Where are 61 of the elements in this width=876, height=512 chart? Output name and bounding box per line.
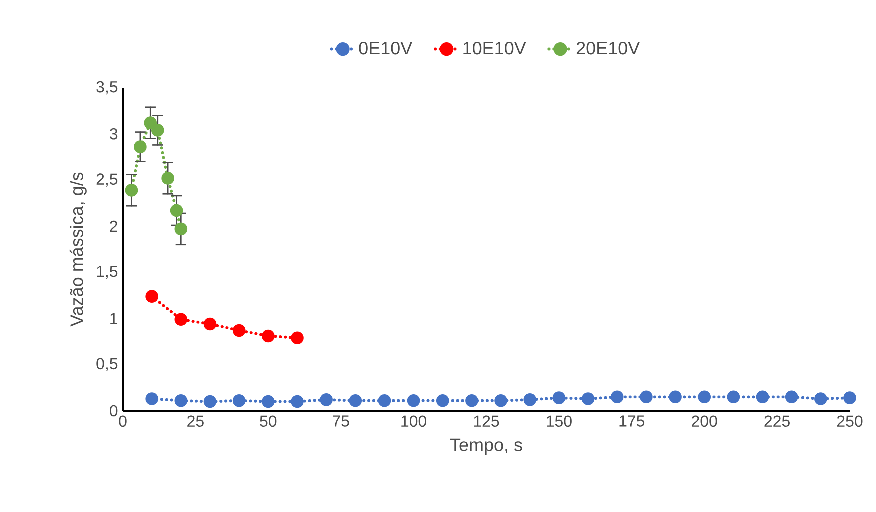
y-tick-label: 0 bbox=[110, 405, 118, 417]
point bbox=[162, 172, 174, 185]
point bbox=[349, 394, 362, 408]
point bbox=[291, 395, 304, 408]
point bbox=[378, 394, 392, 408]
point bbox=[134, 140, 147, 154]
point bbox=[146, 290, 158, 303]
point bbox=[170, 204, 184, 218]
legend-label: 10E10V bbox=[464, 42, 526, 55]
y-tick-label: 2,5 bbox=[96, 174, 118, 187]
point bbox=[174, 394, 188, 408]
point bbox=[698, 390, 712, 404]
point bbox=[727, 390, 740, 404]
point bbox=[524, 394, 537, 406]
y-tick-label: 2 bbox=[110, 220, 118, 232]
point bbox=[125, 184, 138, 197]
y-tick-label: 3 bbox=[110, 128, 118, 140]
point bbox=[146, 392, 158, 406]
point bbox=[232, 324, 246, 338]
point bbox=[204, 395, 217, 408]
point bbox=[291, 332, 304, 344]
point bbox=[844, 392, 856, 404]
point bbox=[640, 390, 653, 404]
y-axis-title: Vazão mássica, g/s bbox=[70, 172, 87, 327]
legend-label: 20E10V bbox=[576, 42, 640, 55]
x-tick-label: 75 bbox=[333, 416, 350, 427]
point bbox=[582, 392, 595, 406]
y-tick-label: 0,5 bbox=[96, 358, 118, 372]
point bbox=[232, 394, 246, 408]
point bbox=[204, 318, 217, 331]
x-axis-title: Tempo, s bbox=[450, 438, 522, 455]
point bbox=[436, 394, 450, 408]
y-tick-label: 1,5 bbox=[97, 266, 118, 280]
y-tick-label: 3,5 bbox=[96, 81, 118, 95]
point bbox=[785, 390, 798, 404]
x-tick-label: 0 bbox=[119, 416, 127, 428]
point bbox=[494, 394, 508, 408]
point bbox=[466, 394, 478, 408]
point bbox=[174, 313, 188, 326]
x-tick-label: 150 bbox=[547, 416, 572, 428]
point bbox=[407, 394, 420, 408]
point bbox=[262, 395, 275, 408]
x-tick-label: 250 bbox=[837, 416, 863, 428]
x-tick-label: 50 bbox=[260, 416, 277, 428]
x-tick-label: 200 bbox=[692, 416, 718, 428]
y-tick-label: 1 bbox=[110, 313, 118, 324]
point bbox=[669, 390, 682, 404]
legend-label: 0E10V bbox=[359, 42, 413, 55]
x-tick-label: 175 bbox=[620, 416, 645, 427]
point bbox=[756, 390, 770, 404]
x-tick-label: 100 bbox=[402, 416, 427, 428]
x-tick-label: 25 bbox=[188, 416, 204, 428]
point bbox=[320, 394, 333, 406]
point bbox=[151, 124, 164, 137]
point bbox=[552, 392, 566, 404]
point bbox=[174, 222, 188, 236]
point bbox=[814, 392, 828, 406]
point bbox=[610, 390, 624, 404]
point bbox=[262, 330, 275, 343]
x-tick-label: 125 bbox=[474, 416, 500, 428]
x-tick-label: 225 bbox=[764, 416, 790, 428]
